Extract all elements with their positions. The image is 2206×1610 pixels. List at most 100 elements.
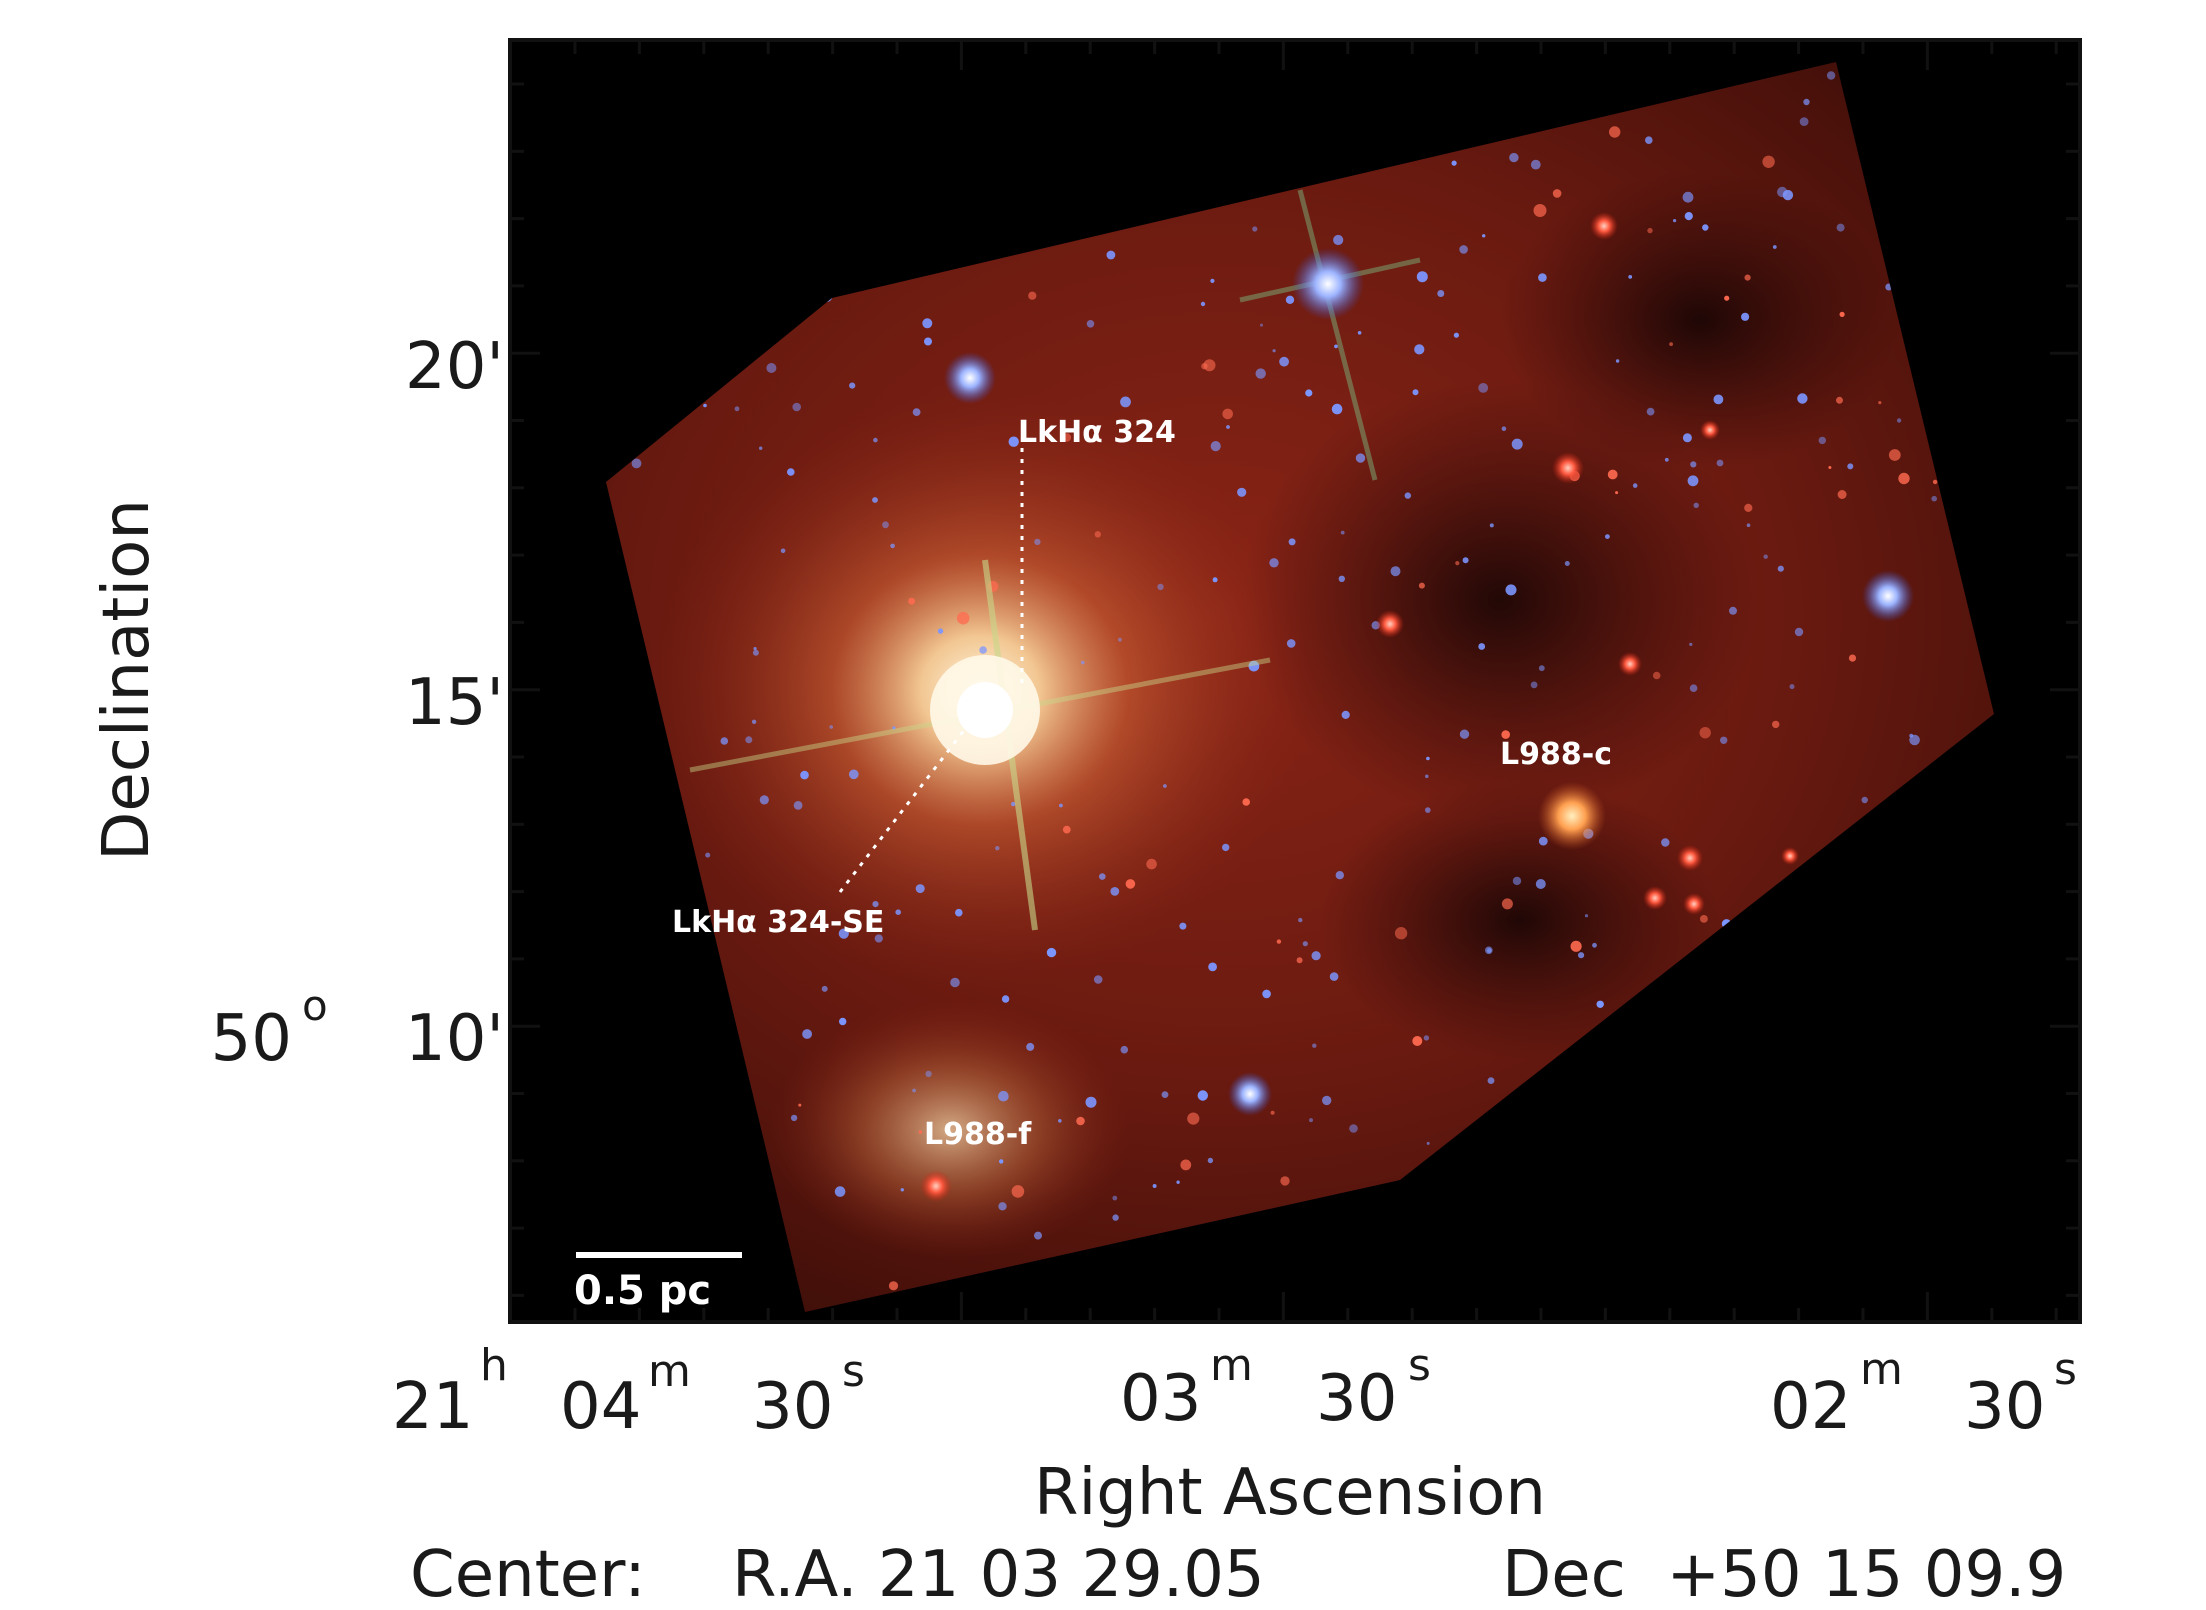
star bbox=[839, 1017, 847, 1026]
star bbox=[1414, 344, 1425, 355]
star bbox=[1269, 558, 1279, 568]
star bbox=[1210, 441, 1221, 452]
star bbox=[872, 497, 878, 503]
star bbox=[1772, 720, 1780, 729]
star bbox=[1861, 796, 1868, 804]
star bbox=[1596, 1000, 1604, 1008]
x-tick-1-hours: 21 bbox=[392, 1370, 473, 1444]
star bbox=[1478, 383, 1489, 393]
star bbox=[1152, 1184, 1157, 1188]
star bbox=[1632, 483, 1638, 488]
star bbox=[1046, 947, 1057, 958]
star bbox=[1093, 975, 1103, 984]
star-l988c bbox=[1538, 782, 1606, 850]
star bbox=[1664, 457, 1669, 462]
star bbox=[1713, 394, 1724, 405]
star bbox=[1062, 825, 1071, 834]
star bbox=[766, 363, 777, 373]
star bbox=[1276, 939, 1282, 944]
star bbox=[1501, 730, 1510, 739]
label-lkha324: LkHα 324 bbox=[1018, 415, 1176, 450]
star bbox=[1390, 566, 1401, 577]
star bbox=[1333, 234, 1344, 246]
red-star bbox=[1618, 652, 1642, 676]
x-tick-3-msup: m bbox=[1860, 1344, 1903, 1395]
x-tick-2-ssup: s bbox=[1408, 1340, 1431, 1391]
star bbox=[1028, 291, 1037, 300]
star bbox=[1744, 503, 1753, 512]
x-tick-2-minutes: 03 bbox=[1120, 1362, 1201, 1436]
star bbox=[1673, 219, 1677, 223]
star bbox=[1210, 278, 1215, 283]
x-tick-2-seconds: 30 bbox=[1316, 1362, 1397, 1436]
star bbox=[1505, 584, 1517, 596]
star bbox=[1661, 838, 1670, 847]
star bbox=[798, 1103, 802, 1107]
star bbox=[1120, 396, 1131, 408]
star bbox=[1120, 1045, 1129, 1054]
star bbox=[1533, 204, 1547, 217]
star bbox=[1110, 887, 1120, 896]
star bbox=[1615, 359, 1620, 363]
star bbox=[793, 801, 803, 810]
star bbox=[1034, 538, 1041, 546]
star bbox=[1187, 1112, 1200, 1125]
star bbox=[1878, 401, 1882, 405]
star bbox=[703, 403, 707, 408]
star bbox=[1311, 951, 1321, 961]
star bbox=[849, 769, 859, 780]
star bbox=[1248, 660, 1260, 672]
star bbox=[792, 402, 801, 412]
star bbox=[829, 725, 833, 729]
x-axis-label: Right Ascension bbox=[1034, 1456, 1546, 1530]
bright-star-top bbox=[1239, 189, 1421, 481]
star bbox=[734, 406, 740, 412]
star bbox=[1462, 557, 1469, 564]
star bbox=[1412, 1036, 1423, 1046]
star bbox=[1296, 957, 1303, 964]
star bbox=[1455, 561, 1460, 566]
star bbox=[1212, 577, 1218, 583]
star bbox=[1340, 530, 1345, 535]
star bbox=[912, 1088, 916, 1093]
star bbox=[1341, 710, 1350, 720]
y-tick-degree-symbol: o bbox=[302, 981, 328, 1030]
star bbox=[1453, 332, 1459, 338]
star bbox=[1094, 531, 1102, 538]
star bbox=[1112, 1195, 1118, 1201]
star bbox=[1652, 671, 1661, 680]
star bbox=[1279, 356, 1289, 367]
star bbox=[1689, 642, 1693, 647]
star bbox=[872, 901, 879, 908]
red-star bbox=[1781, 847, 1799, 865]
red-star bbox=[1643, 886, 1667, 910]
star bbox=[1418, 582, 1425, 589]
star bbox=[998, 1090, 1009, 1102]
x-tick-label-1: 21 h 04 m 30 s bbox=[392, 1340, 865, 1444]
star bbox=[1288, 538, 1296, 546]
star bbox=[1001, 995, 1010, 1003]
star bbox=[1501, 426, 1507, 432]
star bbox=[1607, 469, 1618, 480]
star bbox=[1163, 784, 1167, 788]
star bbox=[1349, 1124, 1358, 1133]
star bbox=[1564, 561, 1570, 566]
star bbox=[1062, 433, 1072, 442]
star bbox=[790, 1114, 798, 1122]
y-axis-label: Declination bbox=[90, 499, 164, 861]
star bbox=[1570, 940, 1582, 952]
star bbox=[1530, 159, 1541, 170]
star bbox=[1331, 403, 1343, 415]
x-tick-1-hsup: h bbox=[480, 1340, 508, 1391]
red-star bbox=[1552, 452, 1584, 484]
star bbox=[1512, 876, 1522, 886]
red-star bbox=[1677, 845, 1703, 871]
star bbox=[915, 884, 925, 894]
star bbox=[1207, 1157, 1214, 1164]
star bbox=[1286, 639, 1296, 648]
star bbox=[912, 408, 921, 416]
star bbox=[1702, 224, 1709, 231]
star bbox=[1684, 212, 1693, 221]
star bbox=[1689, 684, 1698, 692]
star bbox=[1425, 774, 1429, 779]
